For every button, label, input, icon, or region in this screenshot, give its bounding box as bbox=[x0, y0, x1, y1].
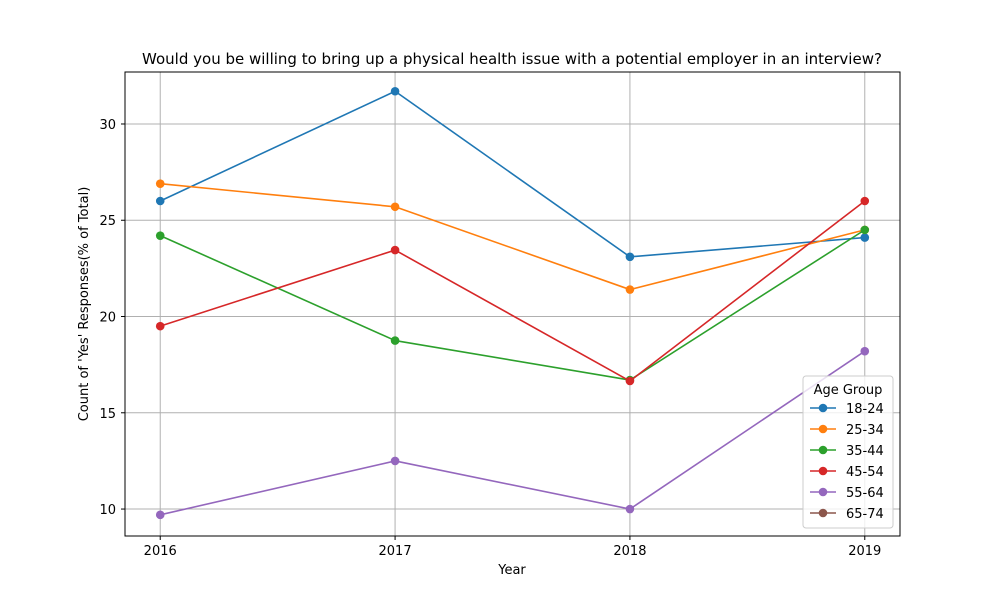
series-layer bbox=[155, 86, 870, 520]
legend-item-35-44: 35-44 bbox=[810, 444, 884, 459]
x-axis: 2016 2017 2018 2019 bbox=[144, 536, 881, 559]
series-line bbox=[159, 90, 865, 258]
legend-swatch-marker bbox=[818, 403, 828, 413]
legend-label: 18-24 bbox=[846, 402, 884, 417]
y-tick-label: 10 bbox=[99, 503, 116, 518]
legend-label: 55-64 bbox=[846, 486, 884, 501]
series-55-64 bbox=[155, 346, 870, 520]
x-tick-label: 2017 bbox=[379, 544, 412, 559]
data-point bbox=[860, 233, 870, 242]
data-point bbox=[390, 456, 400, 466]
data-point bbox=[155, 179, 165, 188]
data-point bbox=[860, 196, 870, 206]
legend-label: 65-74 bbox=[846, 507, 884, 522]
y-tick-label: 30 bbox=[99, 118, 116, 133]
legend-item-45-54: 45-54 bbox=[810, 465, 884, 480]
legend-swatch-marker bbox=[818, 445, 828, 455]
legend-label: 25-34 bbox=[846, 423, 884, 438]
data-point bbox=[390, 245, 400, 255]
series-line bbox=[159, 200, 866, 382]
chart-title: Would you be willing to bring up a physi… bbox=[142, 50, 882, 68]
y-axis-label: Count of 'Yes' Responses(% of Total) bbox=[77, 187, 92, 422]
data-point bbox=[390, 86, 400, 96]
legend-item-65-74: 65-74 bbox=[810, 507, 884, 522]
legend-swatch-marker bbox=[818, 508, 828, 518]
y-tick-label: 20 bbox=[99, 311, 116, 326]
legend-swatch-marker bbox=[818, 466, 828, 476]
x-axis-label: Year bbox=[497, 563, 526, 578]
data-point bbox=[625, 504, 635, 514]
legend-item-25-34: 25-34 bbox=[810, 423, 884, 438]
data-point bbox=[155, 231, 165, 240]
data-point bbox=[155, 196, 165, 206]
x-tick-label: 2016 bbox=[144, 544, 177, 559]
y-axis: 10 15 20 25 30 bbox=[99, 118, 125, 518]
series-18-24 bbox=[155, 86, 870, 262]
data-point bbox=[625, 376, 635, 386]
data-point bbox=[390, 336, 400, 345]
x-tick-label: 2018 bbox=[613, 544, 646, 559]
series-45-54 bbox=[155, 196, 870, 386]
plot-area-frame bbox=[124, 71, 901, 537]
data-point bbox=[625, 252, 635, 262]
legend-label: 35-44 bbox=[846, 444, 884, 459]
legend-swatch-marker bbox=[818, 424, 828, 434]
grid-lines bbox=[125, 72, 900, 536]
y-tick-label: 25 bbox=[99, 214, 116, 229]
legend-item-18-24: 18-24 bbox=[810, 402, 884, 417]
y-tick-label: 15 bbox=[99, 407, 116, 422]
series-line bbox=[160, 182, 865, 291]
x-tick-label: 2019 bbox=[848, 544, 881, 559]
data-point bbox=[860, 225, 870, 235]
data-point bbox=[625, 285, 635, 294]
data-point bbox=[390, 202, 400, 212]
series-line bbox=[160, 350, 866, 516]
data-point bbox=[860, 346, 870, 356]
data-point bbox=[155, 321, 165, 331]
data-point bbox=[155, 510, 165, 520]
legend-title: Age Group bbox=[814, 383, 883, 398]
legend-items: 18-24 25-34 35-44 45-54 55-64 65-74 bbox=[810, 402, 884, 522]
legend: Age Group 18-24 25-34 35-44 45-54 55-64 65-74 bbox=[802, 375, 894, 529]
legend-label: 45-54 bbox=[846, 465, 884, 480]
legend-item-55-64: 55-64 bbox=[810, 486, 884, 501]
legend-swatch-marker bbox=[818, 487, 828, 497]
